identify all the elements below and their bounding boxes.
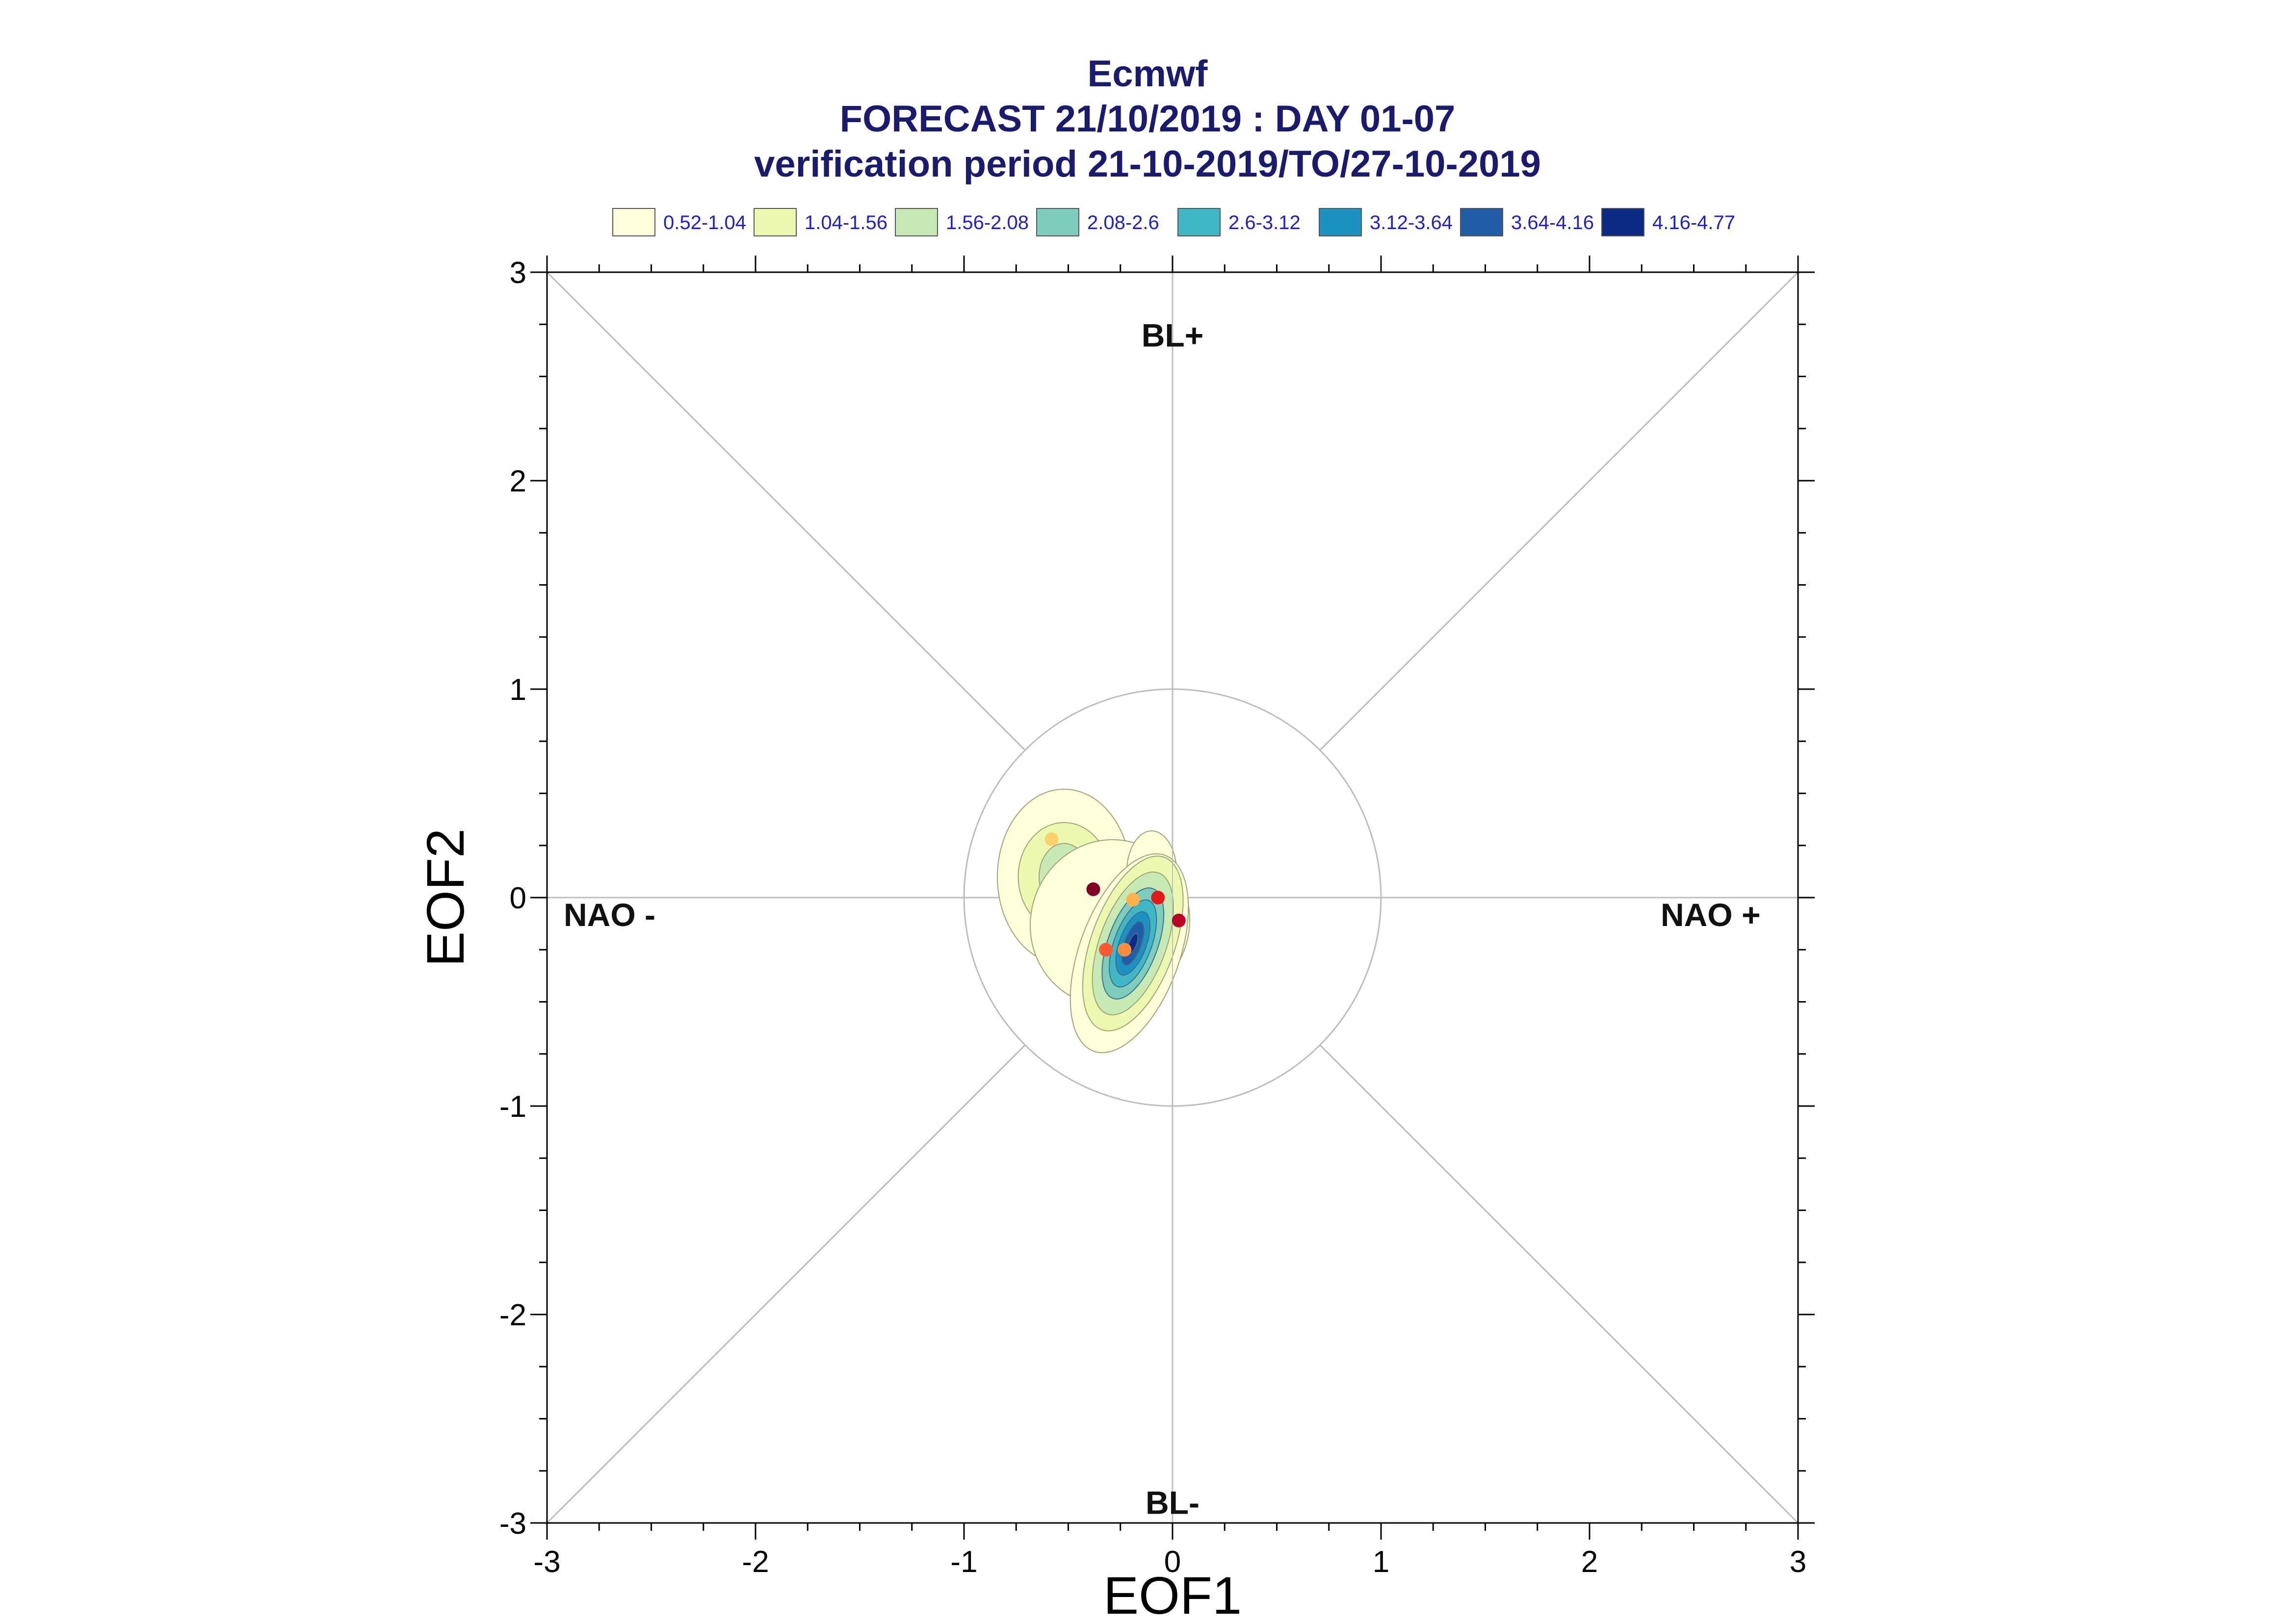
chart-title: Ecmwf	[1087, 53, 1208, 95]
y-tick-label: 2	[510, 464, 526, 498]
legend-label: 2.08-2.6	[1087, 212, 1159, 233]
legend-swatch	[1177, 208, 1221, 236]
forecast-point	[1086, 882, 1100, 896]
chart-subtitle-forecast: FORECAST 21/10/2019 : DAY 01-07	[839, 98, 1456, 140]
y-tick-label: -3	[499, 1507, 526, 1541]
legend-swatch	[1460, 208, 1503, 236]
forecast-point	[1151, 891, 1165, 904]
legend-label: 3.64-4.16	[1511, 212, 1594, 233]
x-tick-label: -2	[742, 1545, 769, 1579]
x-tick-label: 0	[1164, 1545, 1181, 1579]
forecast-point	[1126, 893, 1140, 907]
legend-swatch	[754, 208, 797, 236]
legend-label: 4.16-4.77	[1652, 212, 1736, 233]
x-tick-label: 3	[1790, 1545, 1806, 1579]
y-tick-label: -1	[499, 1090, 526, 1124]
legend-swatch	[895, 208, 938, 236]
legend-label: 3.12-3.64	[1370, 212, 1453, 233]
diagonal-line	[546, 1044, 1026, 1524]
y-tick-label: 3	[510, 256, 526, 290]
y-tick-label: 0	[510, 881, 526, 915]
forecast-point	[1044, 832, 1059, 846]
density-contours	[997, 789, 1191, 1054]
legend-swatch	[1601, 208, 1644, 236]
reference-circle	[963, 688, 1382, 1107]
regime-label-nao-plus: NAO +	[1661, 897, 1761, 933]
x-tick-label: -1	[950, 1545, 977, 1579]
x-tick-label: 1	[1373, 1545, 1389, 1579]
forecast-point	[1099, 943, 1113, 957]
diagonal-line	[546, 271, 1026, 751]
chart-titles: Ecmwf FORECAST 21/10/2019 : DAY 01-07 ve…	[0, 52, 2295, 187]
legend-swatch	[1319, 208, 1362, 236]
y-tick-label: -2	[499, 1298, 526, 1332]
legend-swatch	[1036, 208, 1079, 236]
forecast-point	[1118, 943, 1132, 957]
legend-label: 1.56-2.08	[946, 212, 1029, 233]
y-tick-label: 1	[510, 673, 526, 707]
regime-label-bl-minus: BL-	[1146, 1485, 1200, 1521]
regime-label-nao-minus: NAO -	[564, 897, 655, 933]
chart-subtitle-period: verification period 21-10-2019/TO/27-10-…	[754, 143, 1541, 185]
forecast-point	[1172, 913, 1186, 928]
x-tick-label: 2	[1581, 1545, 1598, 1579]
regime-label-bl-plus: BL+	[1142, 317, 1204, 354]
legend-label: 0.52-1.04	[663, 212, 747, 233]
legend-label: 2.6-3.12	[1228, 212, 1301, 233]
diagonal-line	[1319, 1044, 1799, 1524]
y-axis-label: EOF2	[416, 828, 475, 967]
legend-label: 1.04-1.56	[805, 212, 888, 233]
legend-swatch	[612, 208, 655, 236]
x-axis-label: EOF1	[1103, 1566, 1242, 1624]
x-tick-label: -3	[533, 1545, 560, 1579]
diagonal-line	[1319, 271, 1799, 751]
